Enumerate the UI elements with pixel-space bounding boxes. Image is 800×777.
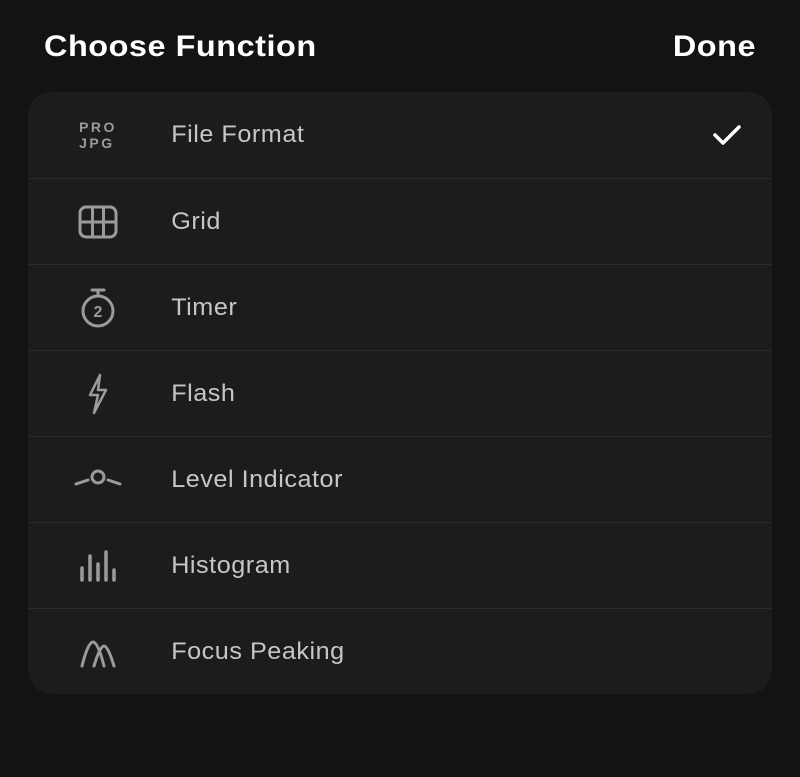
list-item-focus-peaking[interactable]: Focus Peaking (28, 608, 772, 694)
focus-peaking-icon (50, 634, 146, 670)
list-item-label: Timer (146, 294, 734, 322)
list-item-flash[interactable]: Flash (28, 350, 772, 436)
list-item-file-format[interactable]: PRO JPG File Format (28, 92, 772, 178)
done-button[interactable]: Done (673, 30, 756, 64)
list-item-label: Grid (146, 208, 734, 236)
list-item-grid[interactable]: Grid (28, 178, 772, 264)
list-item-timer[interactable]: 2 Timer (28, 264, 772, 350)
function-list: PRO JPG File Format Grid (28, 92, 772, 694)
list-item-label: Histogram (146, 552, 734, 580)
list-item-label: Level Indicator (146, 466, 734, 494)
list-item-label: Focus Peaking (146, 638, 734, 666)
svg-text:2: 2 (94, 304, 103, 321)
list-item-label: Flash (146, 380, 734, 408)
file-format-icon: PRO JPG (50, 119, 146, 151)
choose-function-screen: Choose Function Done PRO JPG File Format (0, 0, 800, 777)
grid-icon (50, 205, 146, 239)
list-item-label: File Format (146, 121, 734, 149)
flash-icon (50, 373, 146, 415)
timer-icon: 2 (50, 287, 146, 329)
list-item-level[interactable]: Level Indicator (28, 436, 772, 522)
file-format-icon-line1: PRO (79, 119, 117, 135)
file-format-icon-line2: JPG (79, 135, 117, 151)
level-icon (50, 468, 146, 492)
histogram-icon (50, 550, 146, 582)
page-title: Choose Function (44, 30, 317, 64)
list-item-histogram[interactable]: Histogram (28, 522, 772, 608)
header: Choose Function Done (0, 0, 800, 92)
